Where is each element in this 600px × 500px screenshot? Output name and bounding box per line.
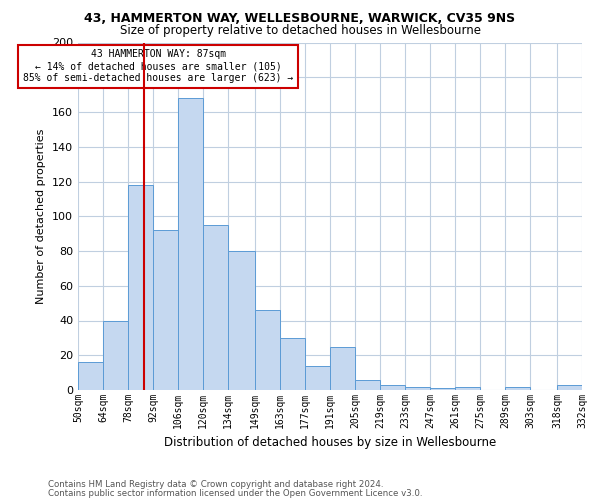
Bar <box>557 385 582 390</box>
Bar <box>455 386 480 390</box>
Bar <box>405 386 430 390</box>
Bar <box>305 366 330 390</box>
Bar <box>103 320 128 390</box>
Bar <box>330 346 355 390</box>
Bar <box>430 388 455 390</box>
Bar <box>280 338 305 390</box>
Text: Contains public sector information licensed under the Open Government Licence v3: Contains public sector information licen… <box>48 490 422 498</box>
X-axis label: Distribution of detached houses by size in Wellesbourne: Distribution of detached houses by size … <box>164 436 496 450</box>
Bar <box>255 310 280 390</box>
Bar <box>228 251 255 390</box>
Bar <box>380 385 405 390</box>
Text: Contains HM Land Registry data © Crown copyright and database right 2024.: Contains HM Land Registry data © Crown c… <box>48 480 383 489</box>
Bar <box>203 225 228 390</box>
Bar <box>505 386 530 390</box>
Bar <box>582 385 600 390</box>
Bar <box>128 185 153 390</box>
Bar <box>355 380 380 390</box>
Text: 43 HAMMERTON WAY: 87sqm
← 14% of detached houses are smaller (105)
85% of semi-d: 43 HAMMERTON WAY: 87sqm ← 14% of detache… <box>23 50 293 82</box>
Text: Size of property relative to detached houses in Wellesbourne: Size of property relative to detached ho… <box>119 24 481 37</box>
Text: 43, HAMMERTON WAY, WELLESBOURNE, WARWICK, CV35 9NS: 43, HAMMERTON WAY, WELLESBOURNE, WARWICK… <box>85 12 515 26</box>
Bar <box>78 362 103 390</box>
Bar <box>153 230 178 390</box>
Bar <box>178 98 203 390</box>
Y-axis label: Number of detached properties: Number of detached properties <box>37 128 46 304</box>
